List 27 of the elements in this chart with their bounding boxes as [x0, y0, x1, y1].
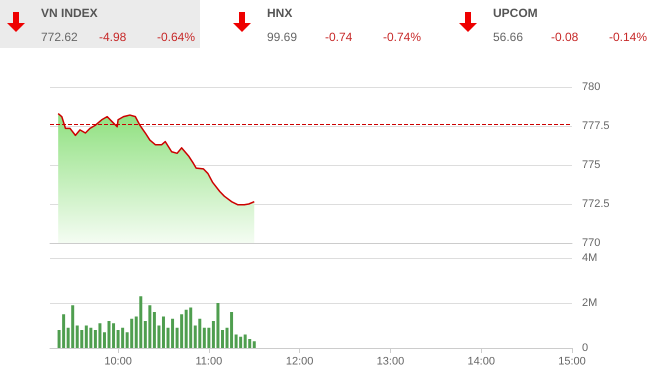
text: -0.74 — [325, 30, 352, 44]
y-tick-label: 775 — [582, 159, 600, 171]
y-tick-label: 777.5 — [582, 120, 610, 132]
x-tick-label: 10:00 — [104, 356, 132, 368]
y-tick-label: 0 — [582, 342, 588, 354]
x-tick-label: 13:00 — [376, 356, 404, 368]
x-tick-label: 11:00 — [196, 356, 222, 368]
text: -0.74% — [383, 30, 422, 44]
text: -4.98 — [99, 30, 126, 44]
x-tick-label: 12:00 — [286, 356, 314, 368]
y-tick-label: 2M — [582, 297, 598, 309]
y-tick-label: 770 — [582, 237, 600, 249]
bar — [252, 341, 256, 348]
y-tick-label: 4M — [582, 252, 598, 264]
text: UPCOM — [493, 6, 538, 20]
y-tick-label: 780 — [582, 81, 600, 93]
text: 56.66 — [493, 30, 524, 44]
text: VN INDEX — [41, 6, 98, 20]
text: -0.08 — [551, 30, 578, 44]
y-tick-label: 772.5 — [582, 198, 610, 210]
text: -0.14% — [609, 30, 648, 44]
text: 99.69 — [267, 30, 298, 44]
text: -0.64% — [157, 30, 196, 44]
x-tick-label: 14:00 — [467, 356, 495, 368]
text: HNX — [267, 6, 292, 20]
text: 772.62 — [41, 30, 78, 44]
x-tick-label: 15:00 — [558, 356, 586, 368]
